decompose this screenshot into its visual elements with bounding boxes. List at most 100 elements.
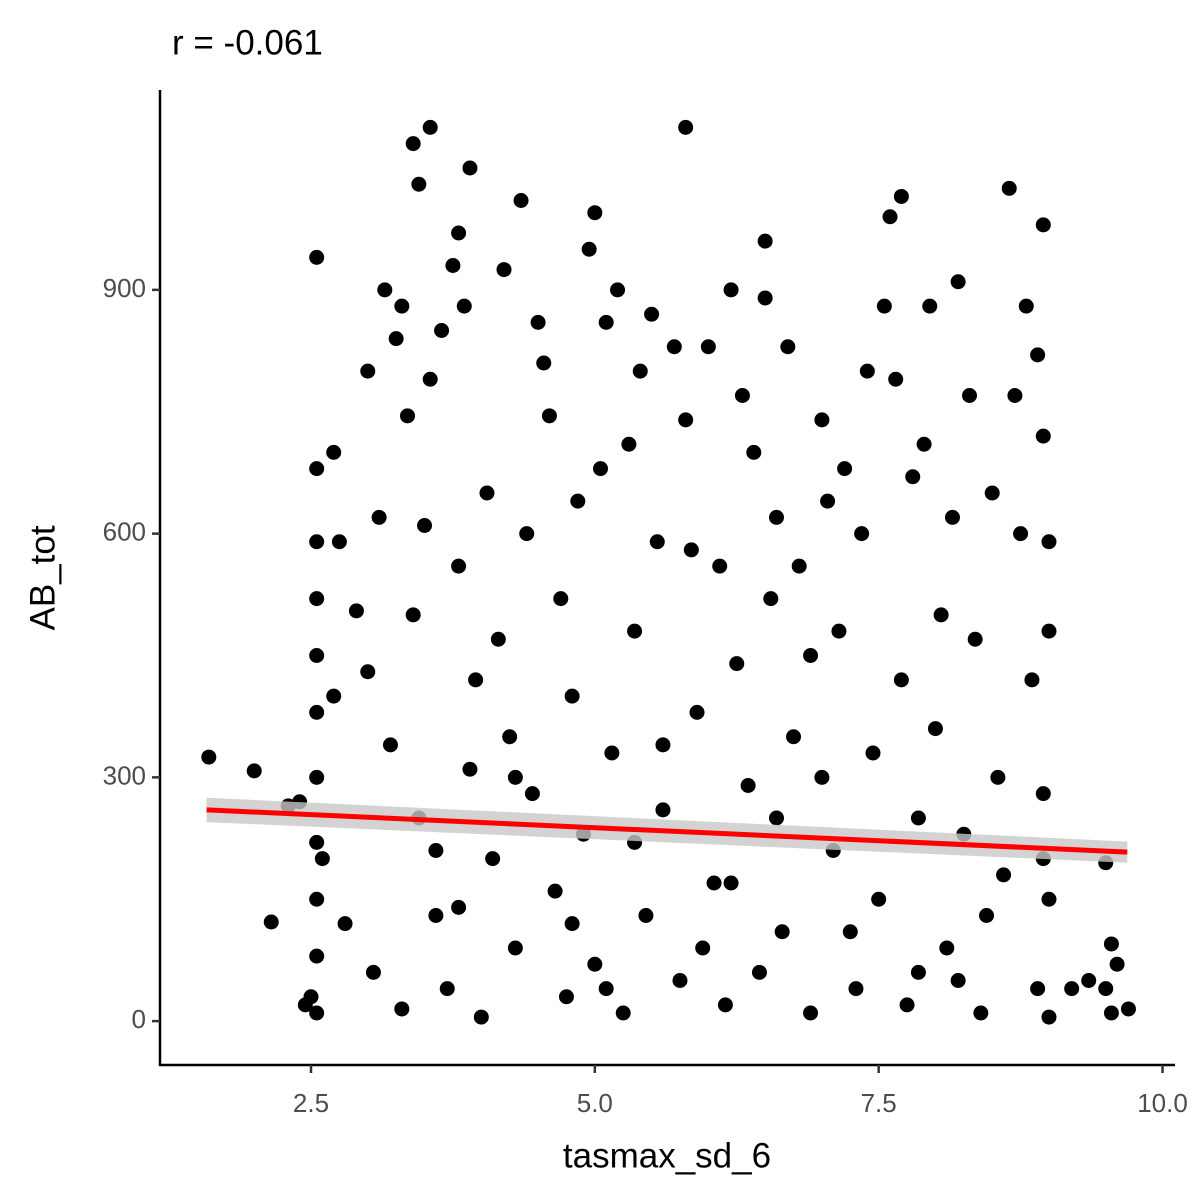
x-tick-label: 7.5	[861, 1088, 897, 1118]
point	[1013, 526, 1029, 542]
point	[910, 810, 926, 826]
point	[246, 763, 262, 779]
point	[768, 509, 784, 525]
point	[899, 997, 915, 1013]
point	[604, 745, 620, 761]
point	[678, 412, 694, 428]
point	[428, 908, 444, 923]
point	[1041, 891, 1057, 907]
point	[768, 810, 784, 826]
point	[377, 282, 393, 298]
point	[451, 558, 467, 574]
point	[644, 306, 660, 322]
point	[1081, 973, 1097, 988]
point	[1035, 786, 1051, 802]
point	[524, 786, 540, 802]
point	[922, 298, 938, 314]
point	[309, 249, 325, 265]
point	[456, 298, 472, 314]
point	[1041, 623, 1057, 639]
point	[485, 851, 501, 867]
point	[950, 973, 966, 988]
point	[445, 258, 461, 273]
point	[360, 664, 376, 680]
point	[712, 558, 728, 574]
point	[950, 274, 966, 290]
point	[1041, 534, 1057, 550]
point	[326, 688, 342, 704]
point	[309, 948, 325, 964]
point	[365, 964, 381, 980]
point	[382, 737, 398, 753]
point	[933, 607, 949, 623]
point	[905, 469, 921, 485]
point	[360, 363, 376, 379]
point	[746, 444, 762, 460]
point	[553, 591, 569, 607]
point	[507, 769, 523, 785]
point	[1109, 956, 1125, 972]
point	[774, 924, 790, 940]
point	[309, 834, 325, 850]
point	[723, 282, 739, 298]
point	[837, 461, 853, 477]
point	[434, 323, 450, 338]
point	[536, 355, 552, 371]
point	[348, 603, 364, 619]
point	[615, 1005, 631, 1021]
point	[1035, 217, 1051, 233]
point	[496, 262, 512, 278]
x-tick-label: 5.0	[577, 1088, 613, 1118]
point	[842, 924, 858, 940]
point	[417, 518, 433, 533]
point	[558, 989, 574, 1005]
chart-title: r = -0.061	[172, 23, 323, 62]
point	[979, 908, 995, 923]
point	[723, 875, 739, 891]
point	[996, 867, 1012, 883]
point	[916, 436, 932, 452]
point	[1030, 347, 1046, 363]
point	[910, 964, 926, 980]
point	[400, 408, 416, 424]
point	[309, 591, 325, 607]
point	[513, 193, 529, 208]
point	[1024, 672, 1040, 688]
point	[990, 769, 1006, 785]
point	[1064, 981, 1080, 997]
point	[893, 188, 909, 204]
point	[331, 534, 347, 550]
point	[791, 558, 807, 574]
point	[564, 916, 580, 932]
point	[814, 412, 830, 428]
point	[428, 843, 444, 858]
point	[1103, 1005, 1119, 1021]
point	[700, 339, 716, 355]
point	[411, 176, 427, 192]
point	[973, 1005, 989, 1021]
point	[717, 997, 733, 1013]
y-tick-label: 300	[103, 760, 146, 790]
point	[309, 769, 325, 785]
point	[649, 534, 665, 550]
point	[666, 339, 682, 355]
point	[876, 298, 892, 314]
point	[201, 749, 217, 765]
point	[734, 388, 750, 403]
point	[740, 778, 756, 793]
point	[944, 509, 960, 525]
point	[962, 388, 978, 403]
point	[439, 981, 455, 997]
point	[1018, 298, 1034, 314]
point	[371, 509, 387, 525]
point	[848, 981, 864, 997]
point	[547, 883, 563, 899]
point	[309, 461, 325, 477]
point	[967, 631, 983, 647]
point	[780, 339, 796, 355]
point	[587, 956, 603, 972]
point	[621, 436, 637, 452]
point	[893, 672, 909, 688]
point	[263, 914, 279, 930]
